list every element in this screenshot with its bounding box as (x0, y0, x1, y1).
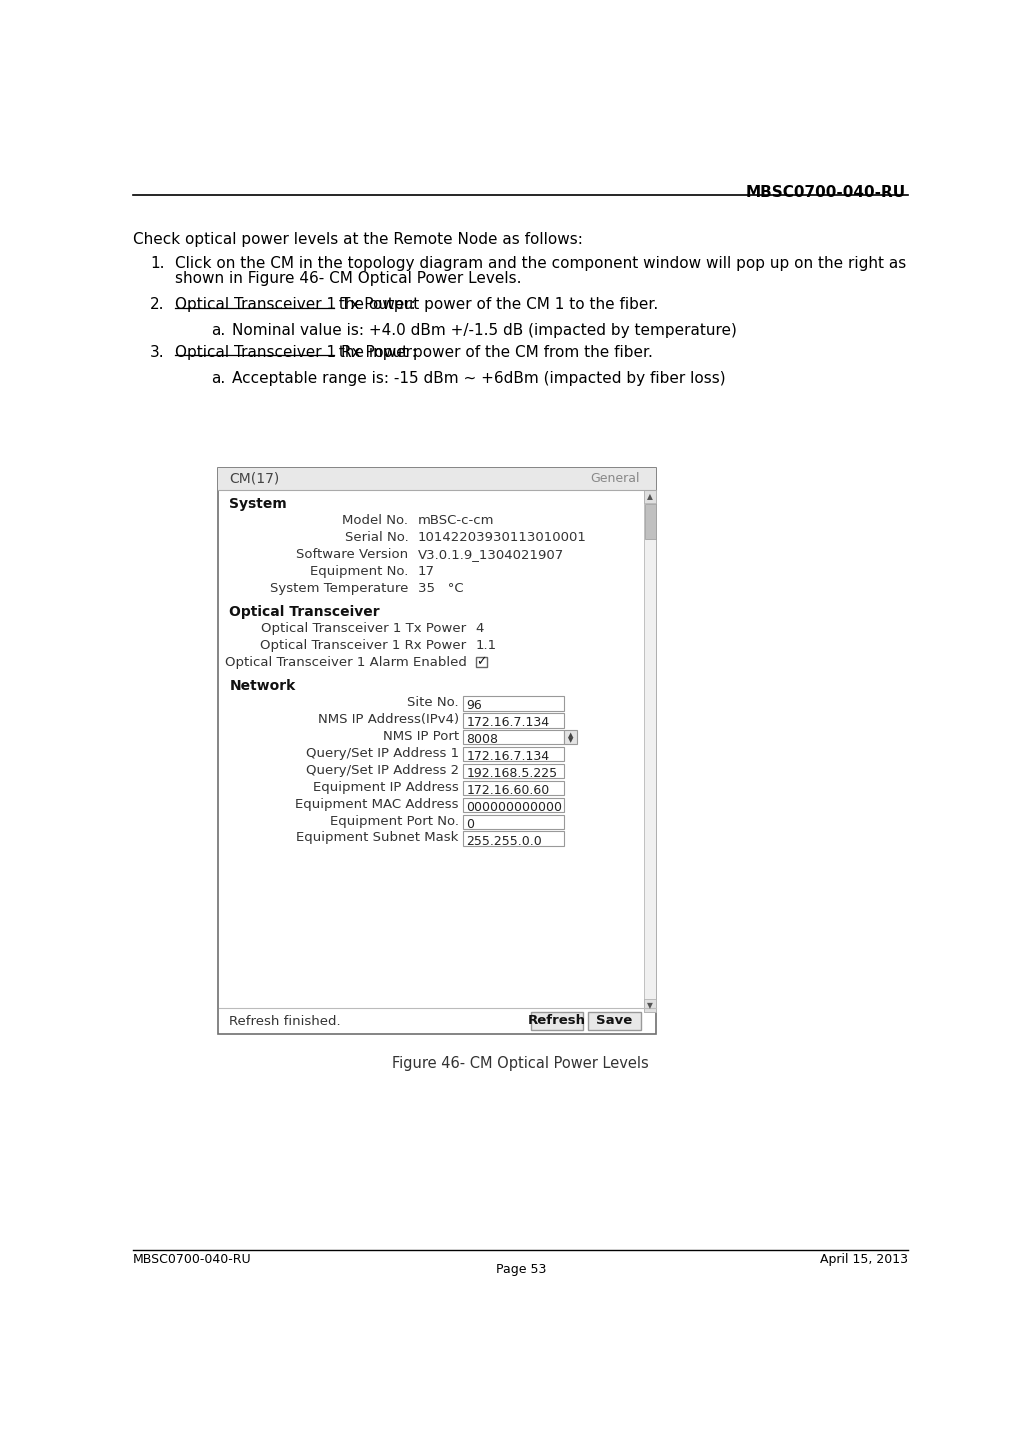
Bar (218, 468, 656, 489)
Text: Equipment Subnet Mask: Equipment Subnet Mask (297, 831, 458, 845)
Text: Save: Save (596, 1014, 633, 1027)
Text: Acceptable range is: -15 dBm ~ +6dBm (impacted by fiber loss): Acceptable range is: -15 dBm ~ +6dBm (im… (233, 370, 726, 386)
Text: Optical Transceiver 1 Tx Power:: Optical Transceiver 1 Tx Power: (175, 297, 416, 312)
Text: Serial No.: Serial No. (344, 531, 408, 545)
Text: Optical Transceiver 1 Rx Power: Optical Transceiver 1 Rx Power (260, 639, 466, 652)
Text: Query/Set IP Address 2: Query/Set IP Address 2 (306, 764, 458, 776)
Text: Click on the CM in the topology diagram and the component window will pop up on : Click on the CM in the topology diagram … (175, 256, 906, 272)
Bar (645, 505, 655, 539)
Text: Page 53: Page 53 (496, 1263, 546, 1276)
Bar (463, 764, 564, 778)
Text: ▼: ▼ (647, 1001, 653, 1010)
Text: Equipment Port No.: Equipment Port No. (330, 815, 458, 828)
Text: MBSC0700-040-RU: MBSC0700-040-RU (133, 1254, 252, 1267)
Text: 172.16.7.134: 172.16.7.134 (466, 716, 550, 729)
Bar (463, 746, 564, 761)
Bar (588, 1011, 641, 1030)
Text: 1.1: 1.1 (475, 639, 497, 652)
Bar (463, 729, 564, 745)
Bar (644, 490, 656, 1011)
Text: shown in Figure 46- CM Optical Power Levels.: shown in Figure 46- CM Optical Power Lev… (175, 270, 521, 286)
Bar (218, 468, 656, 1034)
Bar (463, 798, 564, 812)
Text: 1.: 1. (150, 256, 165, 272)
Text: the output power of the CM 1 to the fiber.: the output power of the CM 1 to the fibe… (334, 297, 658, 312)
Text: Check optical power levels at the Remote Node as follows:: Check optical power levels at the Remote… (133, 232, 583, 246)
Text: 8008: 8008 (466, 734, 499, 746)
Bar (463, 781, 564, 795)
Text: Figure 46- CM Optical Power Levels: Figure 46- CM Optical Power Levels (392, 1055, 649, 1071)
Text: CM(17): CM(17) (230, 472, 279, 486)
Text: 10142203930113010001: 10142203930113010001 (418, 531, 586, 545)
Text: Optical Transceiver 1 Alarm Enabled: Optical Transceiver 1 Alarm Enabled (225, 656, 466, 669)
Text: Query/Set IP Address 1: Query/Set IP Address 1 (306, 746, 458, 759)
Text: Optical Transceiver 1 Tx Power: Optical Transceiver 1 Tx Power (261, 622, 466, 635)
Text: MBSC0700-040-RU: MBSC0700-040-RU (746, 186, 906, 200)
Text: 35   °C: 35 °C (418, 582, 463, 595)
Text: 0: 0 (466, 818, 474, 831)
Text: Site No.: Site No. (407, 696, 458, 709)
Bar (475, 656, 487, 668)
Text: ▼: ▼ (568, 738, 573, 744)
Text: ▲: ▲ (647, 492, 653, 500)
Text: Software Version: Software Version (297, 548, 408, 561)
Text: 172.16.60.60: 172.16.60.60 (466, 784, 550, 797)
Text: System: System (230, 498, 288, 512)
Text: ▲: ▲ (568, 732, 573, 738)
Text: Refresh: Refresh (528, 1014, 586, 1027)
Text: Equipment No.: Equipment No. (310, 565, 408, 578)
Text: V3.0.1.9_1304021907: V3.0.1.9_1304021907 (418, 548, 564, 561)
Text: a.: a. (210, 370, 225, 386)
Bar (463, 696, 564, 711)
Bar (564, 729, 576, 745)
Text: a.: a. (210, 323, 225, 339)
Text: Equipment MAC Address: Equipment MAC Address (296, 798, 458, 811)
Text: ✓: ✓ (475, 655, 487, 669)
Text: 2.: 2. (150, 297, 165, 312)
Bar (530, 1011, 583, 1030)
Text: 255.255.0.0: 255.255.0.0 (466, 835, 543, 848)
Text: 96: 96 (466, 699, 483, 712)
Text: mBSC-c-cm: mBSC-c-cm (418, 515, 494, 528)
Text: the input power of the CM from the fiber.: the input power of the CM from the fiber… (334, 345, 653, 360)
Text: 172.16.7.134: 172.16.7.134 (466, 749, 550, 762)
Text: General: General (589, 472, 639, 485)
Text: 17: 17 (418, 565, 435, 578)
Text: Equipment IP Address: Equipment IP Address (313, 781, 458, 794)
Text: Network: Network (230, 679, 296, 694)
Text: Model No.: Model No. (342, 515, 408, 528)
Text: NMS IP Port: NMS IP Port (383, 729, 458, 742)
Text: 4: 4 (475, 622, 485, 635)
Text: Refresh finished.: Refresh finished. (230, 1015, 341, 1028)
Bar (463, 831, 564, 847)
Text: System Temperature: System Temperature (270, 582, 408, 595)
Text: 192.168.5.225: 192.168.5.225 (466, 766, 558, 779)
Bar (463, 815, 564, 829)
Text: Optical Transceiver: Optical Transceiver (230, 605, 380, 619)
Text: Optical Transceiver 1 Rx Power:: Optical Transceiver 1 Rx Power: (175, 345, 417, 360)
Text: 3.: 3. (150, 345, 165, 360)
Text: Nominal value is: +4.0 dBm +/-1.5 dB (impacted by temperature): Nominal value is: +4.0 dBm +/-1.5 dB (im… (233, 323, 738, 339)
Text: April 15, 2013: April 15, 2013 (820, 1254, 908, 1267)
Bar (644, 490, 656, 503)
Text: 000000000000: 000000000000 (466, 801, 563, 814)
Bar (644, 1000, 656, 1011)
Text: NMS IP Address(IPv4): NMS IP Address(IPv4) (318, 714, 458, 726)
Bar (463, 714, 564, 728)
